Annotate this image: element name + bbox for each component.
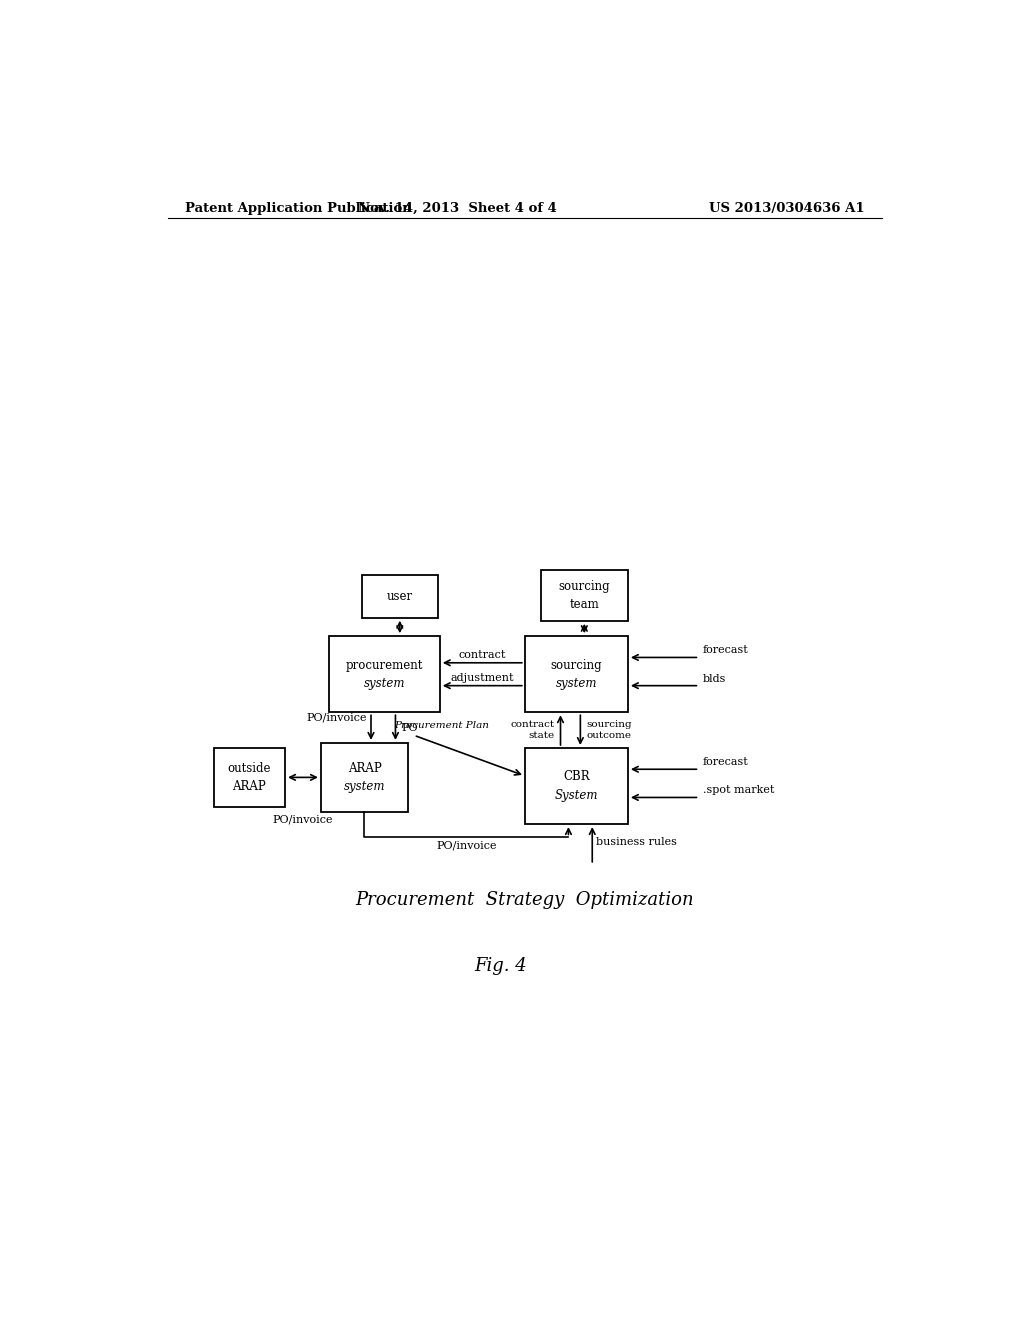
Text: System: System — [555, 788, 598, 801]
Text: Procurement Plan: Procurement Plan — [394, 721, 488, 730]
Text: CBR: CBR — [563, 771, 590, 783]
Text: user: user — [387, 590, 413, 603]
Text: sourcing: sourcing — [551, 659, 602, 672]
Text: Patent Application Publication: Patent Application Publication — [185, 202, 412, 215]
FancyBboxPatch shape — [362, 576, 437, 618]
Text: contract
state: contract state — [510, 721, 554, 739]
Text: ARAP: ARAP — [232, 780, 266, 793]
Text: PO/invoice: PO/invoice — [436, 841, 497, 850]
FancyBboxPatch shape — [329, 636, 440, 713]
Text: PO: PO — [401, 722, 419, 733]
Text: outside: outside — [227, 762, 271, 775]
Text: system: system — [364, 677, 406, 690]
Text: forecast: forecast — [702, 758, 749, 767]
FancyBboxPatch shape — [524, 636, 628, 713]
Text: forecast: forecast — [702, 645, 749, 655]
Text: blds: blds — [702, 673, 726, 684]
Text: Procurement  Strategy  Optimization: Procurement Strategy Optimization — [355, 891, 694, 909]
Text: team: team — [569, 598, 599, 611]
Text: contract: contract — [459, 649, 506, 660]
Text: Fig. 4: Fig. 4 — [474, 957, 527, 975]
Text: Nov. 14, 2013  Sheet 4 of 4: Nov. 14, 2013 Sheet 4 of 4 — [358, 202, 557, 215]
Text: sourcing: sourcing — [558, 579, 610, 593]
FancyBboxPatch shape — [541, 570, 628, 620]
Text: PO/invoice: PO/invoice — [306, 713, 367, 722]
Text: business rules: business rules — [596, 837, 677, 847]
FancyBboxPatch shape — [214, 748, 285, 807]
Text: system: system — [556, 677, 597, 690]
Text: system: system — [344, 780, 385, 793]
Text: adjustment: adjustment — [451, 672, 514, 682]
Text: procurement: procurement — [346, 659, 423, 672]
Text: sourcing
outcome: sourcing outcome — [587, 721, 633, 739]
FancyBboxPatch shape — [524, 748, 628, 824]
Text: ARAP: ARAP — [347, 762, 381, 775]
Text: .spot market: .spot market — [702, 785, 774, 796]
Text: US 2013/0304636 A1: US 2013/0304636 A1 — [709, 202, 864, 215]
Text: PO/invoice: PO/invoice — [272, 814, 333, 824]
FancyBboxPatch shape — [321, 743, 409, 812]
